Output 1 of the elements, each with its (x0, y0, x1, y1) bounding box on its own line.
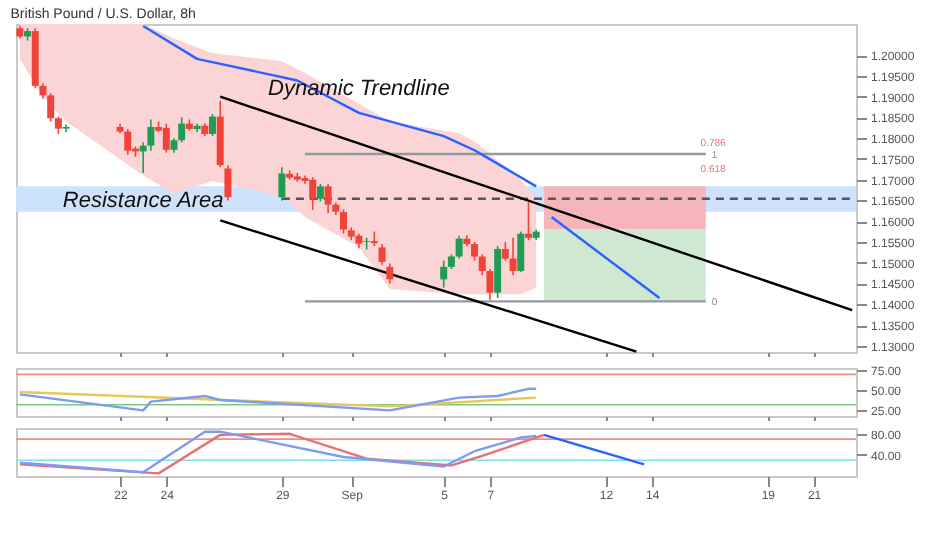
annotation: Resistance Area (62, 189, 224, 214)
